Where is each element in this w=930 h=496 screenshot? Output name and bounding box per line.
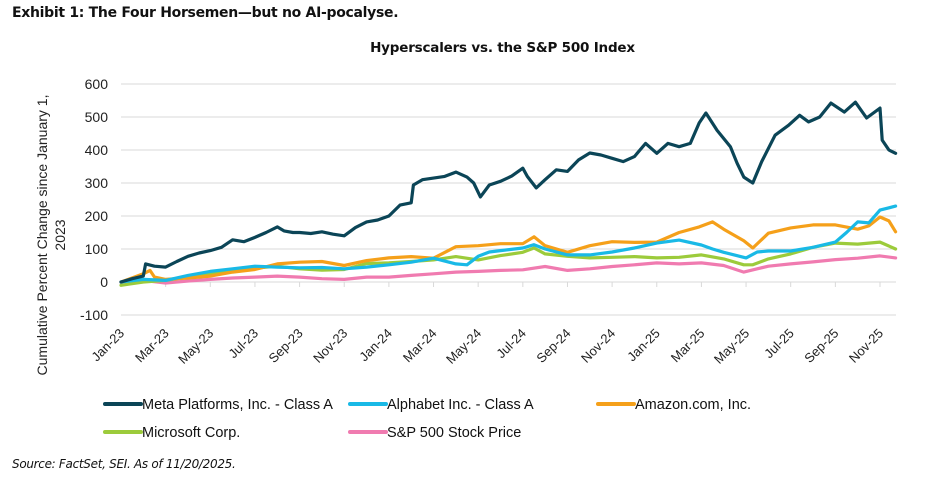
series-line-s-p-500-stock-price xyxy=(119,254,898,285)
x-tick-label: Jul-24 xyxy=(493,326,529,362)
x-tick-label: Sep-23 xyxy=(265,326,305,366)
legend-item-amazon-com-inc: Amazon.com, Inc. xyxy=(596,397,751,413)
x-tick-label: Nov-23 xyxy=(310,326,350,366)
x-tick-label: Sep-24 xyxy=(533,326,573,366)
x-tick-label: Sep-25 xyxy=(801,326,841,366)
exhibit-title: Exhibit 1: The Four Horsemen—but no AI-p… xyxy=(12,5,399,21)
legend-item-meta-platforms-inc-class-a: Meta Platforms, Inc. - Class A xyxy=(103,397,333,413)
x-tick-label: May-24 xyxy=(443,326,484,367)
x-tick-label: Jan-23 xyxy=(88,326,127,365)
series-line-amazon-com-inc xyxy=(119,215,898,284)
x-axis-ticks: Jan-23 Mar-23 May-23 Jul-23 Sep-23 Nov-23 Jan-… xyxy=(88,282,886,367)
y-axis-ticks: -100 0 100 200 300 400 500 600 xyxy=(80,76,108,323)
y-tick-label: 300 xyxy=(85,175,109,191)
y-axis-label-line-1: Cumulative Percent Change since January … xyxy=(34,95,50,376)
legend-label: Meta Platforms, Inc. - Class A xyxy=(142,397,333,413)
x-tick-label: Nov-24 xyxy=(578,326,618,366)
series-lines xyxy=(119,100,898,287)
x-tick-label: Jul-25 xyxy=(761,326,797,362)
legend-label: S&P 500 Stock Price xyxy=(387,425,521,441)
y-tick-label: 600 xyxy=(85,76,109,92)
x-tick-label: Mar-23 xyxy=(132,326,172,366)
legend-item-microsoft-corp: Microsoft Corp. xyxy=(103,425,240,441)
legend-label: Alphabet Inc. - Class A xyxy=(387,397,534,413)
gridlines xyxy=(121,83,896,316)
y-axis-label-line-2: 2023 xyxy=(52,219,68,250)
legend-label: Microsoft Corp. xyxy=(142,425,240,441)
x-tick-label: Jan-24 xyxy=(356,326,395,365)
x-tick-label: Jul-23 xyxy=(225,326,261,362)
source-note: Source: FactSet, SEI. As of 11/20/2025. xyxy=(12,457,236,471)
y-tick-label: 100 xyxy=(85,241,109,257)
legend-label: Amazon.com, Inc. xyxy=(635,397,751,413)
x-tick-label: Mar-25 xyxy=(668,326,708,366)
x-tick-label: Jan-25 xyxy=(624,326,663,365)
y-tick-label: 500 xyxy=(85,109,109,125)
y-tick-label: 200 xyxy=(85,208,109,224)
legend-item-s-p-500-stock-price: S&P 500 Stock Price xyxy=(348,425,521,441)
x-tick-label: May-23 xyxy=(175,326,216,367)
y-tick-label: 0 xyxy=(100,274,108,290)
y-tick-label: -100 xyxy=(80,307,108,323)
series-line-alphabet-inc-class-a xyxy=(119,204,898,284)
legend-item-alphabet-inc-class-a: Alphabet Inc. - Class A xyxy=(348,397,534,413)
legend: Meta Platforms, Inc. - Class A Alphabet I… xyxy=(103,397,751,441)
x-tick-label: Nov-25 xyxy=(846,326,886,366)
y-tick-label: 400 xyxy=(85,142,109,158)
x-tick-label: May-25 xyxy=(711,326,752,367)
chart-title: Hyperscalers vs. the S&P 500 Index xyxy=(370,40,635,56)
x-tick-label: Mar-24 xyxy=(400,326,440,366)
series-line-meta-platforms-inc-class-a xyxy=(119,100,898,284)
